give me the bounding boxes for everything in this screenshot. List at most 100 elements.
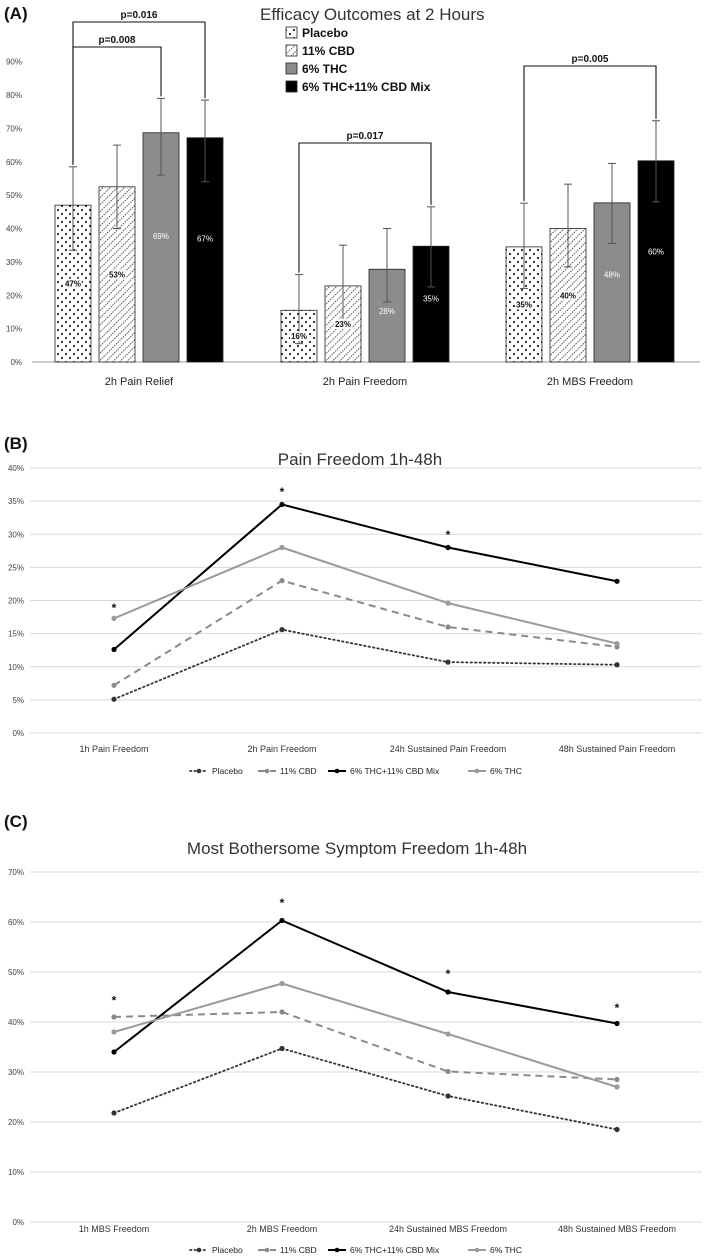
legend-label: Placebo (302, 26, 348, 40)
y-tick-label: 0% (10, 358, 22, 367)
series-point (445, 1093, 451, 1099)
series-point (279, 917, 285, 924)
legend-label: 6% THC+11% CBD Mix (350, 1245, 440, 1255)
x-category-label: 24h Sustained MBS Freedom (389, 1224, 507, 1234)
error-bar (113, 144, 121, 230)
legend-marker (334, 768, 340, 774)
y-tick-label: 80% (6, 91, 22, 100)
series-point (279, 578, 285, 584)
legend-label: 6% THC (302, 62, 348, 76)
significance-asterisk: * (446, 528, 451, 542)
legend-label: 6% THC+11% CBD Mix (350, 766, 440, 776)
panel-label-a: (A) (4, 4, 28, 23)
significance-bracket-line (72, 46, 162, 165)
series-point (614, 1076, 620, 1083)
legend-marker (474, 768, 480, 774)
series-point (111, 646, 117, 653)
series-point (445, 989, 451, 995)
bar-value-label: 16% (291, 332, 307, 341)
series-point (111, 1110, 117, 1116)
error-bar (652, 120, 660, 203)
bar-value-label: 47% (65, 280, 81, 289)
legend-marker (264, 768, 270, 774)
y-tick-label: 40% (6, 225, 22, 234)
y-tick-label: 90% (6, 58, 22, 67)
chart-a-title: Efficacy Outcomes at 2 Hours (260, 5, 485, 24)
series-point (614, 1126, 620, 1133)
y-tick-label: 70% (6, 124, 22, 133)
error-bar (608, 162, 616, 245)
series-point (279, 1009, 285, 1015)
series-point (279, 544, 285, 551)
legend-label: Placebo (212, 1245, 243, 1255)
legend-swatch (285, 26, 298, 39)
y-tick-label: 50% (8, 968, 24, 977)
significance-asterisk: * (446, 967, 451, 981)
legend: Placebo 11% CBD 6% THC+11% CBD Mix 6% THC (189, 1245, 522, 1255)
y-tick-label: 20% (6, 291, 22, 300)
series-line (113, 628, 618, 701)
series-point (445, 600, 451, 606)
series-point (111, 682, 117, 688)
series-point (614, 1084, 620, 1090)
y-tick-label: 20% (8, 1118, 24, 1127)
significance-bracket: p=0.005 (523, 54, 657, 202)
error-bar (201, 99, 209, 183)
legend-swatch (285, 80, 298, 93)
y-tick-label: 10% (8, 1168, 24, 1177)
error-bar (520, 202, 528, 290)
series-point (279, 627, 285, 633)
significance-asterisk: * (112, 601, 117, 615)
legend-label: 11% CBD (280, 1245, 317, 1255)
bar-value-label: 60% (648, 247, 664, 256)
chart-a-bar-chart: 0% 10% 20% 30% 40% 50% 60% 70% 80% 90% 2h Pain Rel… (6, 10, 700, 388)
legend-label: 6% THC (490, 1245, 522, 1255)
legend-marker (474, 1247, 480, 1253)
y-tick-label: 5% (12, 696, 24, 705)
legend-label: Placebo (212, 766, 243, 776)
series-point (614, 578, 620, 584)
series-line (113, 579, 618, 687)
bar-value-label-bg (290, 331, 308, 342)
y-tick-label: 30% (6, 258, 22, 267)
error-bar (427, 206, 435, 288)
series-point (111, 1029, 117, 1035)
y-tick-label: 40% (8, 1018, 24, 1027)
x-category-label: 2h MBS Freedom (547, 376, 633, 388)
legend-label: 6% THC (490, 766, 522, 776)
significance-asterisk: * (615, 1001, 620, 1015)
series-line (113, 503, 618, 651)
x-category-label: 2h Pain Freedom (323, 376, 407, 388)
series-line (113, 1047, 618, 1131)
x-category-label: 2h Pain Freedom (247, 744, 316, 754)
bar-value-label: 28% (379, 307, 395, 316)
p-value-label: p=0.005 (572, 54, 609, 65)
legend: Placebo 11% CBD 6% THC 6% THC+11% CBD Mix (285, 26, 431, 94)
bar-value-label-bg (515, 299, 533, 310)
series-point (614, 640, 620, 647)
series-line (113, 1010, 618, 1081)
panel-label-c: (C) (4, 812, 28, 831)
series-point (445, 1031, 451, 1037)
p-value-label: p=0.016 (121, 10, 158, 21)
series-point (279, 1045, 285, 1052)
series-point (445, 544, 451, 551)
series-point (614, 662, 620, 668)
y-tick-label: 40% (8, 464, 24, 473)
series-point (111, 696, 117, 702)
legend-marker (196, 768, 202, 774)
significance-bracket: p=0.017 (298, 131, 432, 273)
y-tick-label: 0% (12, 729, 24, 738)
series-point (111, 1014, 117, 1020)
bar-value-label: 69% (153, 232, 169, 241)
significance-bracket-line (298, 142, 432, 273)
series-point (445, 624, 451, 630)
panel-label-b: (B) (4, 434, 28, 453)
legend-label: 11% CBD (280, 766, 317, 776)
legend-marker (264, 1247, 270, 1253)
error-bar (383, 228, 391, 303)
p-value-label: p=0.017 (347, 131, 384, 142)
significance-bracket-line (523, 65, 657, 202)
legend-marker (196, 1247, 202, 1253)
